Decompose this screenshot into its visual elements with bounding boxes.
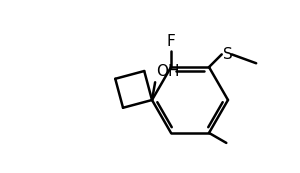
Text: S: S: [223, 47, 232, 62]
Text: OH: OH: [156, 64, 180, 79]
Text: F: F: [167, 34, 176, 49]
